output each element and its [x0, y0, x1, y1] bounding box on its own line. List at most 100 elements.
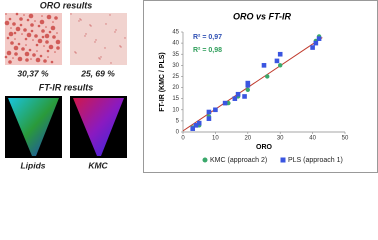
droplet [94, 41, 96, 43]
droplet [17, 56, 23, 62]
droplet [47, 56, 49, 58]
droplet [98, 57, 100, 59]
droplet [25, 44, 27, 46]
droplet [12, 22, 16, 26]
droplet [120, 46, 122, 48]
droplet [34, 20, 36, 22]
x-tick-label: 50 [342, 136, 349, 142]
droplet [8, 17, 12, 21]
ftir-tissue [8, 98, 59, 156]
droplet [37, 24, 41, 28]
droplet [55, 39, 61, 45]
droplet [15, 26, 21, 32]
droplet [32, 53, 36, 57]
point [310, 45, 315, 50]
droplet [70, 13, 72, 15]
point [278, 63, 283, 68]
droplet [80, 19, 82, 21]
droplet [74, 51, 76, 53]
droplet [17, 42, 21, 46]
droplet [39, 19, 45, 25]
point [261, 63, 267, 68]
droplet [41, 29, 45, 33]
point [206, 109, 212, 115]
point [190, 126, 196, 131]
ftir-label: KMC [88, 160, 108, 170]
droplet [115, 29, 117, 31]
point [213, 107, 218, 113]
droplet [85, 33, 87, 35]
droplet [30, 58, 32, 60]
droplet [48, 44, 54, 50]
oro-label: 25, 69 % [80, 68, 115, 78]
droplet [56, 32, 58, 34]
droplet [19, 17, 23, 21]
oro-title: ORO results [40, 0, 93, 10]
droplet [36, 50, 38, 52]
droplet [52, 21, 54, 23]
r-squared: R² = 0,97 [193, 34, 222, 41]
droplet [44, 33, 50, 39]
droplet [14, 38, 16, 40]
droplet [4, 20, 10, 26]
y-tick-label: 20 [172, 85, 179, 91]
droplet [34, 34, 38, 38]
droplet [5, 13, 7, 15]
droplet [12, 57, 14, 59]
y-tick-label: 25 [172, 74, 179, 80]
droplet [54, 16, 58, 20]
droplet [28, 48, 32, 52]
oro-images [4, 12, 127, 65]
oro-label: 30,37 % [17, 68, 49, 78]
legend-item: KMC (approach 2) [202, 157, 267, 164]
y-tick-label: 0 [176, 130, 180, 136]
x-tick-label: 10 [212, 136, 219, 142]
droplet [110, 62, 112, 64]
droplet [28, 13, 34, 19]
droplet [75, 52, 77, 54]
droplet [23, 14, 25, 16]
droplet [105, 23, 107, 25]
droplet [109, 14, 111, 16]
r-squared: R² = 0,98 [193, 47, 222, 54]
chart-frame [143, 0, 378, 173]
droplet [39, 54, 43, 58]
legend-marker [202, 157, 208, 163]
droplet [32, 39, 34, 41]
y-tick-label: 45 [172, 30, 179, 36]
legend-label: PLS (approach 1) [288, 157, 343, 164]
point [232, 96, 238, 101]
droplet [35, 43, 39, 47]
oro-image [70, 13, 127, 65]
droplet [8, 31, 14, 37]
droplet [21, 33, 23, 35]
droplet [99, 58, 101, 60]
y-tick-label: 10 [172, 107, 179, 113]
droplet [50, 25, 56, 31]
droplet [48, 30, 52, 34]
oro-image [5, 13, 62, 65]
droplet [54, 51, 56, 53]
x-tick-label: 20 [244, 136, 251, 142]
point [206, 116, 212, 121]
point [235, 91, 241, 97]
ftir-label: Lipids [20, 160, 45, 170]
droplet [26, 32, 32, 38]
y-tick-label: 35 [172, 52, 179, 58]
point [193, 123, 199, 128]
droplet [26, 18, 30, 22]
droplet [95, 39, 97, 41]
point [316, 36, 322, 41]
point [245, 87, 250, 92]
droplet [78, 20, 80, 22]
droplet [124, 37, 126, 39]
droplet [37, 38, 43, 44]
droplet [13, 45, 19, 51]
droplet [114, 31, 116, 33]
droplet [24, 51, 30, 57]
droplet [41, 35, 45, 39]
y-tick-label: 30 [172, 63, 179, 69]
trendline [182, 37, 323, 132]
droplet [23, 28, 27, 32]
droplet [4, 55, 8, 59]
